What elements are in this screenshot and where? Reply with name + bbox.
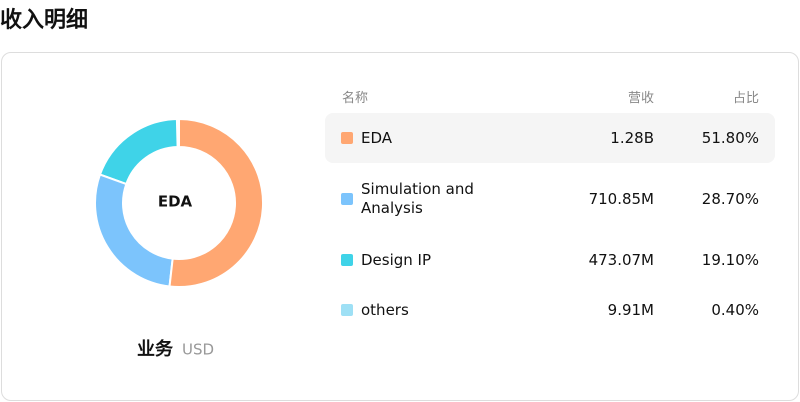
table-row[interactable] (325, 113, 775, 163)
row-name: others (361, 300, 409, 319)
row-revenue: 710.85M (588, 190, 654, 208)
row-share: 19.10% (701, 251, 759, 269)
row-revenue: 9.91M (607, 301, 654, 319)
row-revenue: 473.07M (588, 251, 654, 269)
row-name: Design IP (361, 250, 432, 269)
donut-segment[interactable] (98, 118, 179, 186)
legend-square (341, 132, 353, 144)
donut-segment[interactable] (168, 117, 264, 288)
caption-label: 业务 (137, 338, 174, 360)
header-name: 名称 (342, 91, 369, 106)
row-share: 0.40% (711, 301, 759, 319)
row-name: Simulation and Analysis (361, 180, 474, 217)
header-revenue: 营收 (627, 91, 654, 106)
legend-square (341, 254, 353, 266)
legend-square (341, 193, 353, 205)
legend-square (341, 304, 353, 316)
row-share: 51.80% (701, 129, 759, 147)
row-revenue: 1.28B (610, 129, 654, 147)
center-label: EDA (158, 193, 193, 211)
page-title: 收入明细 (0, 8, 89, 33)
row-name: EDA (361, 128, 393, 147)
row-share: 28.70% (701, 190, 759, 208)
caption-unit: USD (182, 341, 214, 359)
donut-segment[interactable] (94, 173, 174, 288)
card (1, 52, 799, 401)
header-share: 占比 (732, 91, 759, 106)
